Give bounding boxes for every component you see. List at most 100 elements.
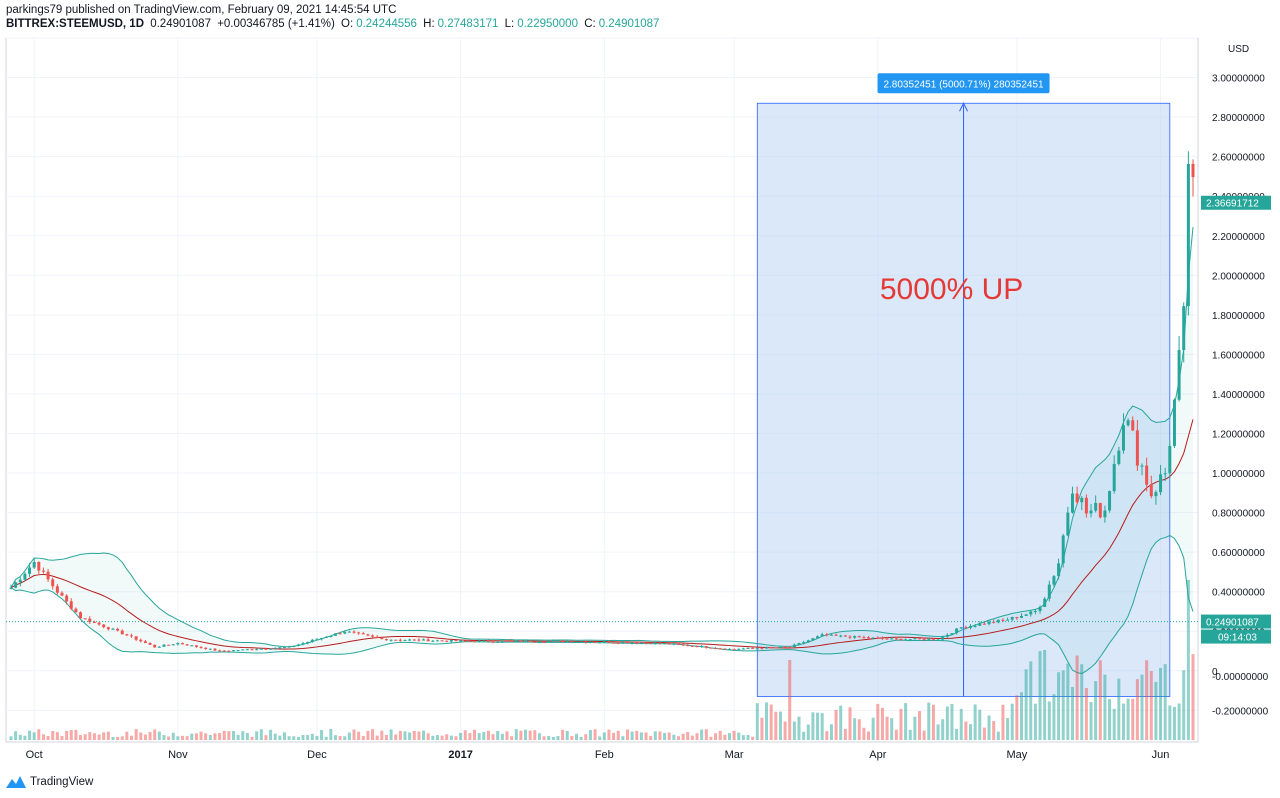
candle-body <box>1191 163 1195 178</box>
candle-body <box>616 642 620 644</box>
candle-body <box>1149 484 1153 497</box>
volume-bar <box>357 731 361 740</box>
y-tick-label: 0.80000000 <box>1212 509 1265 520</box>
volume-bar <box>857 719 861 740</box>
candle-body <box>1024 614 1028 616</box>
volume-bar <box>371 729 375 740</box>
volume-bar <box>639 732 643 740</box>
volume-bar <box>417 731 421 740</box>
volume-bar <box>74 729 78 740</box>
candle-body <box>213 648 217 651</box>
x-tick-label: Mar <box>725 749 744 761</box>
currency-label: USD <box>1228 44 1249 55</box>
volume-bar <box>1001 704 1005 740</box>
candle-body <box>579 641 583 643</box>
candle-body <box>894 638 898 640</box>
y-tick-label: 1.40000000 <box>1212 390 1265 401</box>
volume-bar <box>973 704 977 740</box>
candle-body <box>848 636 852 638</box>
candle-body <box>9 587 13 589</box>
low-label: L: <box>504 18 515 30</box>
candle-body <box>709 647 713 649</box>
volume-bar <box>310 733 314 740</box>
y-tick-label: 1.60000000 <box>1212 350 1265 361</box>
candle-body <box>700 646 704 648</box>
volume-bar <box>663 732 667 740</box>
volume-bar <box>449 735 453 740</box>
candle-body <box>741 648 745 650</box>
y-tick-label: 1.20000000 <box>1212 430 1265 441</box>
candle-body <box>551 640 555 642</box>
volume-bar <box>820 713 824 740</box>
y-tick-label: 1.80000000 <box>1212 311 1265 322</box>
volume-bar <box>162 735 166 740</box>
volume-bar <box>894 729 898 740</box>
symbol-label[interactable]: BITTREX:STEEMUSD, 1D <box>6 18 145 30</box>
volume-bar <box>1163 664 1167 740</box>
candle-body <box>88 618 92 622</box>
volume-bar <box>1043 650 1047 740</box>
volume-bar <box>208 734 212 740</box>
volume-bar <box>867 731 871 740</box>
volume-bar <box>964 721 968 740</box>
candle-body <box>65 595 69 602</box>
candle-body <box>324 637 328 639</box>
candle-body <box>171 644 175 646</box>
volume-bar <box>556 736 560 740</box>
candle-body <box>329 635 333 638</box>
candle-body <box>83 618 87 620</box>
open-value: 0.24244556 <box>356 18 417 30</box>
volume-bar <box>959 708 963 740</box>
volume-bar <box>194 733 198 740</box>
volume-bar <box>329 729 333 740</box>
volume-bar <box>607 729 611 740</box>
candle-body <box>955 628 959 634</box>
volume-bar <box>853 718 857 740</box>
bollinger-fill <box>11 227 1193 674</box>
candle-body <box>1057 563 1061 577</box>
candle-body <box>876 637 880 639</box>
volume-bar <box>139 732 143 740</box>
volume-bar <box>116 736 120 740</box>
volume-bar <box>227 731 231 740</box>
volume-bar <box>760 717 764 740</box>
y-tick-label: 2.20000000 <box>1212 232 1265 243</box>
countdown-label: 09:14:03 <box>1218 633 1257 644</box>
candle-body <box>806 640 810 643</box>
candle-body <box>941 636 945 640</box>
footer-brand[interactable]: TradingView <box>6 776 93 788</box>
open-label: O: <box>341 18 354 30</box>
volume-bar <box>190 733 194 740</box>
candle-body <box>1182 306 1186 351</box>
candle-body <box>389 639 393 641</box>
candle-body <box>931 638 935 640</box>
volume-bar <box>473 729 477 740</box>
volume-bar <box>927 702 931 740</box>
volume-bar <box>598 736 602 740</box>
volume-bar <box>181 735 185 740</box>
volume-bar <box>454 736 458 740</box>
candle-body <box>644 642 648 644</box>
candle-body <box>306 641 310 644</box>
volume-bar <box>718 730 722 740</box>
volume-bar <box>218 733 222 740</box>
candle-body <box>718 648 722 650</box>
volume-bar <box>185 736 189 740</box>
candle-body <box>1163 473 1167 475</box>
candle-body <box>1033 610 1037 612</box>
candle-body <box>463 640 467 642</box>
y-tick-label: 0 <box>1212 667 1218 678</box>
volume-bar <box>1186 580 1190 740</box>
candle-body <box>778 646 782 648</box>
candle-body <box>449 640 453 642</box>
volume-bar <box>366 730 370 740</box>
volume-bar <box>1098 660 1102 740</box>
candle-body <box>978 623 982 626</box>
candle-body <box>245 649 249 651</box>
volume-bar <box>537 733 541 740</box>
candle-body <box>686 644 690 646</box>
y-tick-label: -0.00000000 <box>1212 672 1269 683</box>
ohlc-legend: BITTREX:STEEMUSD, 1D 0.24901087 +0.00346… <box>6 18 662 30</box>
candle-body <box>556 640 560 642</box>
